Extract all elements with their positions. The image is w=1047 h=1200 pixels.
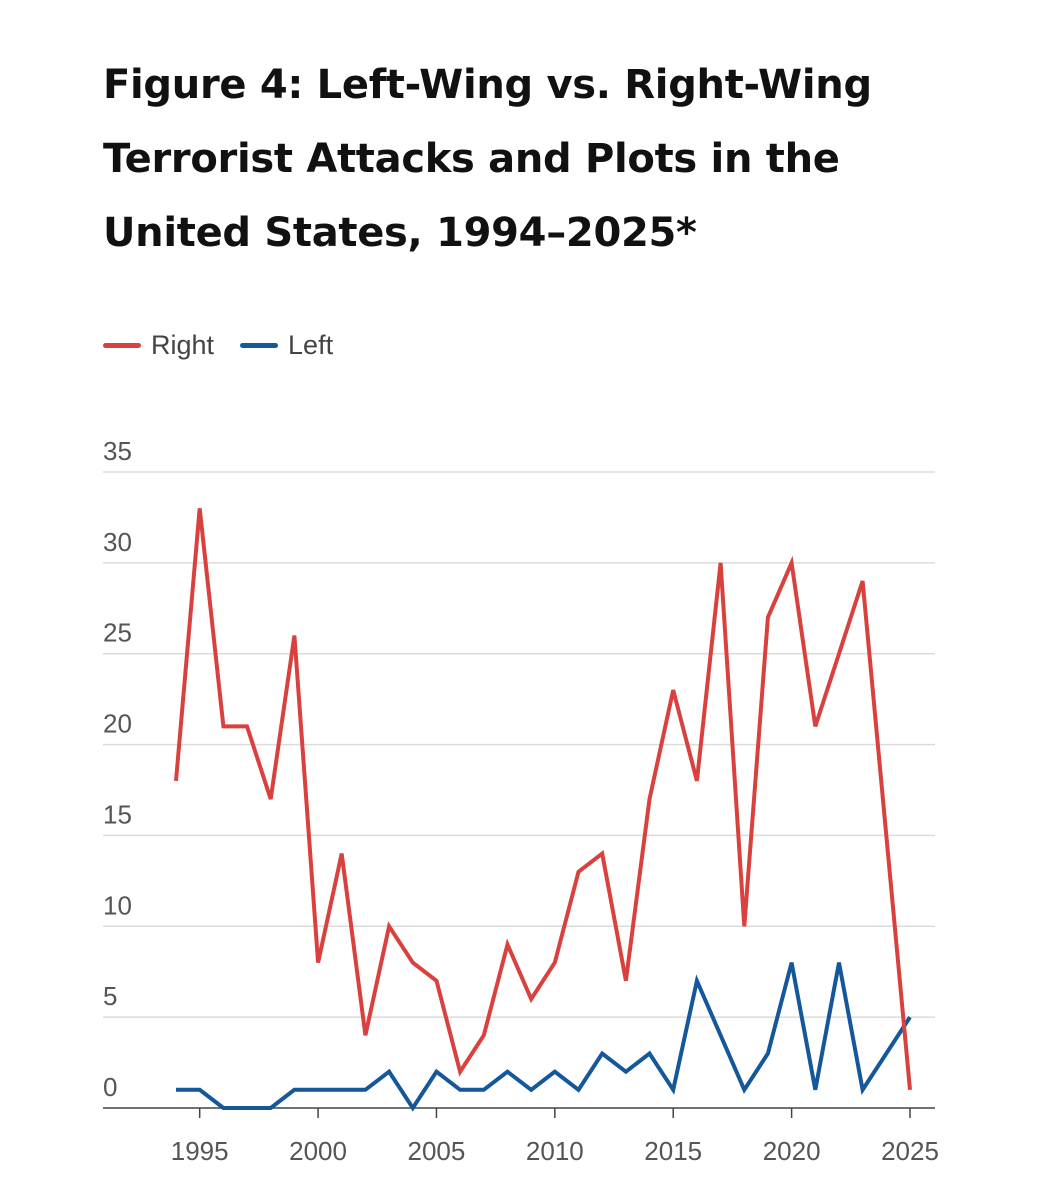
legend-label-left: Left: [288, 330, 334, 360]
series-line-right: [174, 508, 912, 1090]
x-tick-label-2025: 2025: [881, 1136, 939, 1166]
legend-label-right: Right: [151, 330, 215, 360]
x-tick-label-2010: 2010: [526, 1136, 584, 1166]
y-tick-label-20: 20: [103, 709, 132, 739]
x-tick-label-2005: 2005: [408, 1136, 466, 1166]
x-tick-label-2000: 2000: [289, 1136, 347, 1166]
x-tick-label-1995: 1995: [171, 1136, 229, 1166]
legend-item-left: Left: [240, 330, 333, 361]
y-tick-label-10: 10: [103, 890, 132, 920]
y-tick-label-0: 0: [103, 1072, 117, 1102]
legend-swatch-right: [103, 343, 141, 348]
y-tick-label-35: 35: [103, 436, 132, 466]
x-tick-label-2020: 2020: [763, 1136, 821, 1166]
y-tick-label-25: 25: [103, 618, 132, 648]
y-tick-label-15: 15: [103, 799, 132, 829]
legend-swatch-left: [240, 343, 279, 348]
y-tick-label-5: 5: [103, 981, 117, 1011]
y-tick-label-30: 30: [103, 527, 132, 557]
series-line-left: [176, 962, 912, 1112]
x-tick-label-2015: 2015: [644, 1136, 702, 1166]
legend-item-right: Right: [103, 330, 214, 361]
chart-title: Figure 4: Left-Wing vs. Right-Wing Terro…: [103, 62, 872, 256]
legend: Right Left: [103, 330, 359, 361]
